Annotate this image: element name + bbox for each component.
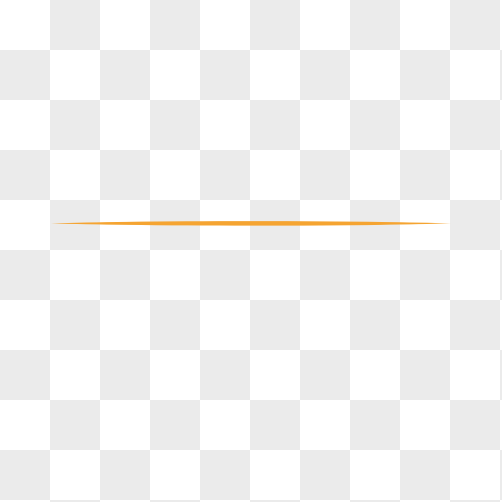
orange-line-stroke (51, 221, 451, 226)
